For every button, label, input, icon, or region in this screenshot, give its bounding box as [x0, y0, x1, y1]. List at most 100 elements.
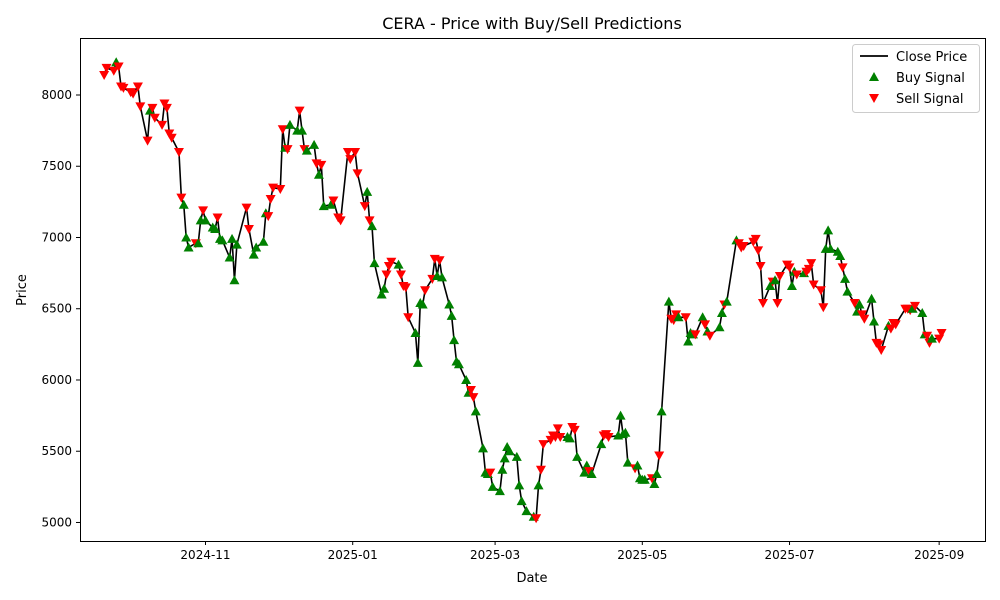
sell-signal-marker [328, 196, 339, 206]
sell-signal-marker [275, 185, 286, 195]
sell-signal-marker [157, 120, 168, 130]
x-axis-label: Date [516, 571, 547, 586]
sell-signal-marker [859, 314, 870, 324]
legend-buy-marker-icon [869, 72, 879, 81]
y-axis: 5000 5500 6000 6500 7000 7500 8000 [41, 88, 80, 529]
buy-signal-marker [651, 469, 662, 479]
sell-signal-marker [738, 242, 749, 252]
buy-signal-marker [564, 433, 575, 443]
buy-signal-marker [825, 243, 836, 253]
sell-signal-marker [381, 270, 392, 280]
sell-signal-marker [265, 195, 276, 205]
buy-signal-marker [258, 236, 269, 246]
sell-signal-marker [910, 301, 921, 311]
x-tick-label: 2024-11 [180, 548, 230, 562]
sell-signal-marker [352, 169, 363, 179]
sell-signal-marker [147, 103, 158, 113]
buy-signal-marker [615, 410, 626, 420]
sell-signal-marker [890, 320, 901, 330]
y-tick-label: 6000 [41, 373, 72, 387]
buy-signal-marker [393, 259, 404, 269]
buy-signal-marker [521, 506, 532, 516]
buy-signal-marker [309, 139, 320, 149]
buy-signal-marker [497, 464, 508, 474]
buy-signal-marker [470, 406, 481, 416]
sell-signal-marker [241, 203, 252, 213]
sell-signal-marker [468, 393, 479, 403]
buy-signal-marker [217, 235, 228, 245]
buy-signal-marker [362, 186, 373, 196]
legend-sell-signal: Sell Signal [896, 92, 964, 107]
sell-signal-marker [603, 432, 614, 442]
buy-signal-marker [765, 280, 776, 290]
sell-signal-marker [268, 183, 279, 193]
legend-box [852, 44, 980, 113]
buy-signal-marker [663, 296, 674, 306]
sell-signal-marker [535, 465, 546, 475]
sell-signal-marker [132, 82, 143, 92]
buy-signal-marker [632, 460, 643, 470]
buy-signal-marker [178, 199, 189, 209]
sell-signal-marker [757, 299, 768, 309]
sell-signal-marker [350, 147, 361, 157]
buy-signal-marker [494, 486, 505, 496]
sell-signal-marker [149, 113, 160, 123]
y-axis-label: Price [15, 274, 30, 306]
buy-signal-marker [656, 406, 667, 416]
sell-signal-marker [400, 283, 411, 293]
buy-signal-marker [770, 275, 781, 285]
sell-signal-marker [161, 103, 172, 113]
sell-signal-marker [166, 133, 177, 143]
y-tick-label: 5000 [41, 515, 72, 529]
buy-signal-marker [446, 310, 457, 320]
buy-signal-marker [318, 201, 329, 211]
buy-signal-marker [193, 238, 204, 248]
buy-signal-marker [586, 469, 597, 479]
sell-signal-marker [690, 330, 701, 340]
sell-signal-marker [922, 331, 933, 341]
sell-signal-marker [818, 303, 829, 313]
sell-signal-marker [772, 299, 783, 309]
buy-signal-marker [461, 374, 472, 384]
buy-signal-marker [721, 296, 732, 306]
buy-signal-marker [369, 258, 380, 268]
sell-signal-marker [808, 280, 819, 290]
sell-signal-marker [531, 514, 542, 524]
y-tick-label: 8000 [41, 88, 72, 102]
y-tick-label: 5500 [41, 444, 72, 458]
sell-signal-marker [364, 216, 375, 226]
buy-signal-marker [716, 308, 727, 318]
buy-signal-marker [379, 283, 390, 293]
sell-signal-marker [700, 320, 711, 330]
buy-signal-marker [683, 336, 694, 346]
buy-signal-marker [478, 443, 489, 453]
y-tick-label: 6500 [41, 302, 72, 316]
sell-signal-marker [774, 271, 785, 281]
sell-signal-marker [873, 340, 884, 350]
x-tick-label: 2025-07 [764, 548, 814, 562]
sell-signal-marker [936, 328, 947, 338]
sell-signal-marker [243, 224, 254, 234]
sell-signal-marker [791, 270, 802, 280]
buy-signal-marker [437, 272, 447, 282]
buy-signal-marker [866, 293, 877, 303]
sell-signal-marker [555, 432, 566, 442]
buy-signal-marker [297, 125, 308, 135]
buy-signal-marker [504, 446, 515, 456]
sell-signal-marker [212, 213, 223, 223]
buy-signal-marker [313, 169, 324, 179]
buy-signal-marker [301, 145, 312, 155]
sell-signal-marker [173, 147, 184, 157]
buy-signal-marker [444, 299, 455, 309]
buy-signal-marker [367, 221, 378, 231]
buy-signal-marker [410, 327, 421, 337]
buy-signal-marker [516, 496, 527, 506]
buy-signal-marker [620, 427, 631, 437]
sell-signal-marker [282, 145, 293, 155]
buy-signal-marker [572, 451, 583, 461]
buy-signal-marker [248, 249, 259, 259]
sell-signal-marker [135, 102, 146, 112]
legend-sell-marker-icon [869, 94, 879, 103]
legend-close-price: Close Price [896, 50, 967, 65]
sell-signal-marker [753, 246, 764, 256]
